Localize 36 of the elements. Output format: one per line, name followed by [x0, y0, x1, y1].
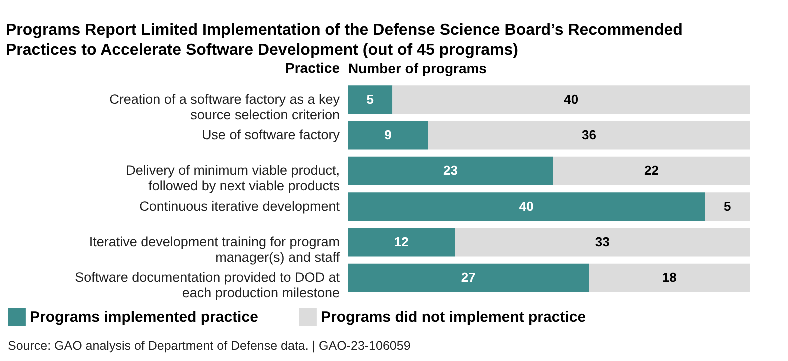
source-note: Source: GAO analysis of Department of Defense data. | GAO-23-106059	[8, 339, 411, 353]
data-label: 40	[564, 92, 579, 107]
data-label: 9	[384, 128, 392, 142]
y-tick-label: Delivery of minimum viable product, followed by next viable products	[126, 163, 340, 194]
data-label: 23	[444, 163, 458, 178]
bar	[428, 121, 750, 150]
data-label: 12	[394, 234, 409, 250]
bar	[348, 264, 590, 292]
y-tick-label: Iterative development training for program manager(s) and staff	[89, 234, 340, 265]
data-label: 5	[724, 198, 732, 214]
legend-label: Programs did not implement practice	[321, 309, 586, 326]
bar	[348, 156, 554, 186]
bar	[348, 121, 428, 150]
x-axis-title: Number of programs	[348, 60, 488, 76]
bar	[455, 228, 750, 257]
bar	[392, 86, 750, 114]
bar	[348, 192, 706, 222]
chart-title: Programs Report Limited Implementation of the Defense Science Board’s Recommended Practices to Accelerate Software Development (out of 45 programs)	[6, 22, 683, 59]
legend-label: Programs implemented practice	[30, 309, 258, 326]
data-label: 22	[644, 163, 659, 178]
data-label: 5	[366, 92, 374, 107]
data-label: 18	[662, 270, 677, 286]
y-tick-label: Software documentation provided to DOD at each production milestone	[75, 270, 340, 301]
y-tick-label: Continuous iterative development	[140, 198, 340, 214]
data-label: 36	[582, 128, 596, 142]
bar	[348, 86, 393, 114]
data-label: 33	[595, 234, 610, 250]
bar	[589, 264, 750, 292]
bar	[553, 156, 750, 186]
bar	[348, 228, 456, 257]
data-label: 40	[519, 198, 534, 214]
bar	[705, 192, 750, 222]
y-axis-title: Practice	[286, 60, 340, 76]
y-tick-label: Creation of a software factory as a key source selection criterion	[110, 92, 340, 122]
y-tick-label: Use of software factory	[202, 128, 340, 142]
data-label: 27	[461, 270, 476, 286]
